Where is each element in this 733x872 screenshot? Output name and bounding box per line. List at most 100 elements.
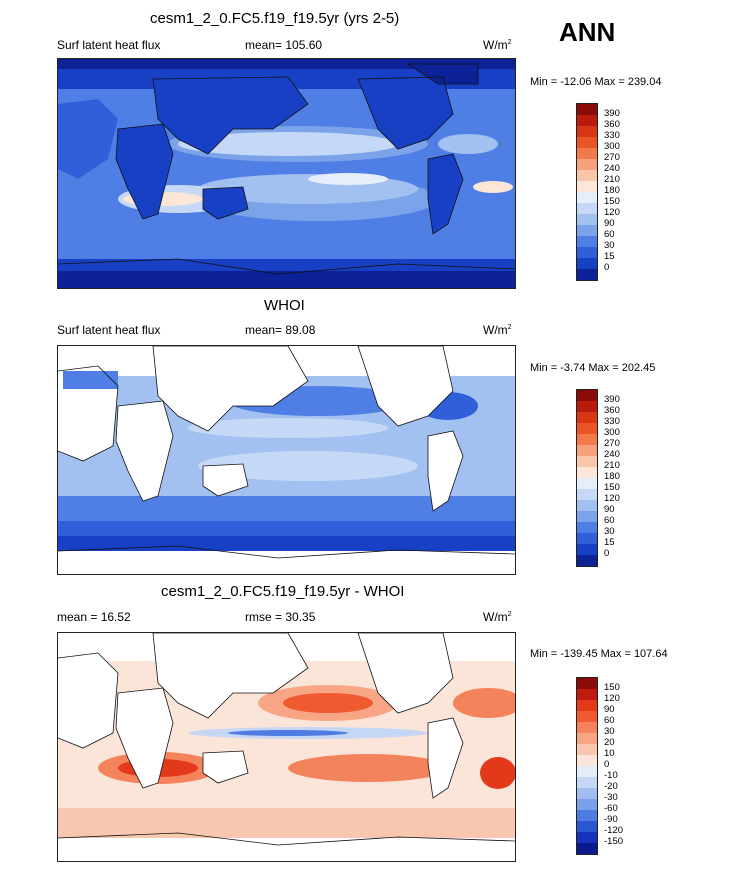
panel2-colorbar [576,389,598,567]
colorbar-tick-label: 180 [604,185,620,196]
colorbar-tick-label: 210 [604,174,620,185]
colorbar-tick-label: 0 [604,759,610,770]
colorbar-swatch [577,170,597,181]
colorbar-swatch [577,489,597,500]
colorbar-tick-label: 390 [604,108,620,119]
colorbar-tick-label: 240 [604,163,620,174]
colorbar-tick-label: 180 [604,471,620,482]
colorbar-tick-label: 30 [604,526,615,537]
colorbar-swatch [577,744,597,755]
colorbar-swatch [577,258,597,269]
colorbar-swatch [577,412,597,423]
panel3-mean-label: mean = 16.52 [57,610,131,624]
colorbar-swatch [577,533,597,544]
colorbar-tick-label: 30 [604,726,615,737]
colorbar-tick-label: 60 [604,715,615,726]
main-title: cesm1_2_0.FC5.f19_f19.5yr (yrs 2-5) [150,10,400,27]
colorbar-swatch [577,423,597,434]
colorbar-swatch [577,832,597,843]
colorbar-tick-label: 0 [604,548,610,559]
colorbar-swatch [577,247,597,258]
colorbar-tick-label: 60 [604,515,615,526]
colorbar-tick-label: 300 [604,141,620,152]
colorbar-swatch [577,722,597,733]
panel1-mean-label: mean= 105.60 [245,38,323,52]
panel3-minmax: Min = -139.45 Max = 107.64 [530,648,668,660]
colorbar-tick-label: -90 [604,814,618,825]
colorbar-swatch [577,700,597,711]
colorbar-swatch [577,544,597,555]
colorbar-swatch [577,755,597,766]
panel3-title: cesm1_2_0.FC5.f19_f19.5yr - WHOI [161,583,405,600]
panel1-units: W/m2 [483,38,512,52]
colorbar-swatch [577,467,597,478]
colorbar-swatch [577,799,597,810]
panel2-variable-label: Surf latent heat flux [57,323,161,337]
colorbar-swatch [577,511,597,522]
panel2-mean-label: mean= 89.08 [245,323,316,337]
colorbar-tick-label: 120 [604,493,620,504]
panel3-colorbar [576,677,598,855]
panel1-variable-label: Surf latent heat flux [57,38,161,52]
panel2-units: W/m2 [483,323,512,337]
colorbar-tick-label: 210 [604,460,620,471]
colorbar-swatch [577,689,597,700]
panel2-map [57,345,516,575]
colorbar-tick-label: 150 [604,482,620,493]
colorbar-swatch [577,401,597,412]
season-label: ANN [559,17,616,47]
panel1-map [57,58,516,289]
colorbar-tick-label: 390 [604,394,620,405]
colorbar-swatch [577,843,597,854]
colorbar-swatch [577,126,597,137]
colorbar-swatch [577,390,597,401]
colorbar-tick-label: 0 [604,262,610,273]
colorbar-tick-label: 270 [604,152,620,163]
colorbar-tick-label: 330 [604,416,620,427]
panel2-title: WHOI [264,297,305,314]
colorbar-tick-label: 240 [604,449,620,460]
panel2-minmax: Min = -3.74 Max = 202.45 [530,362,656,374]
colorbar-tick-label: 270 [604,438,620,449]
colorbar-tick-label: 360 [604,405,620,416]
colorbar-tick-label: -10 [604,770,618,781]
colorbar-tick-label: -120 [604,825,624,836]
colorbar-swatch [577,766,597,777]
colorbar-swatch [577,137,597,148]
colorbar-tick-label: -60 [604,803,618,814]
colorbar-tick-label: -150 [604,836,624,847]
colorbar-swatch [577,810,597,821]
colorbar-tick-label: 300 [604,427,620,438]
colorbar-swatch [577,159,597,170]
colorbar-swatch [577,214,597,225]
colorbar-tick-label: -20 [604,781,618,792]
colorbar-tick-label: 90 [604,218,615,229]
colorbar-swatch [577,711,597,722]
colorbar-swatch [577,456,597,467]
colorbar-swatch [577,678,597,689]
colorbar-tick-label: 150 [604,682,620,693]
colorbar-tick-label: 330 [604,130,620,141]
colorbar-tick-label: 120 [604,207,620,218]
colorbar-swatch [577,777,597,788]
colorbar-swatch [577,434,597,445]
panel3-units: W/m2 [483,610,512,624]
colorbar-tick-label: 15 [604,251,615,262]
colorbar-tick-label: 15 [604,537,615,548]
colorbar-tick-label: 20 [604,737,615,748]
colorbar-tick-label: 150 [604,196,620,207]
colorbar-swatch [577,733,597,744]
colorbar-swatch [577,821,597,832]
colorbar-swatch [577,115,597,126]
colorbar-tick-label: 120 [604,693,620,704]
panel1-colorbar [576,103,598,281]
colorbar-swatch [577,181,597,192]
colorbar-swatch [577,478,597,489]
colorbar-swatch [577,104,597,115]
colorbar-swatch [577,788,597,799]
colorbar-swatch [577,522,597,533]
colorbar-swatch [577,203,597,214]
panel3-rmse-label: rmse = 30.35 [245,610,316,624]
colorbar-swatch [577,500,597,511]
colorbar-tick-label: 60 [604,229,615,240]
